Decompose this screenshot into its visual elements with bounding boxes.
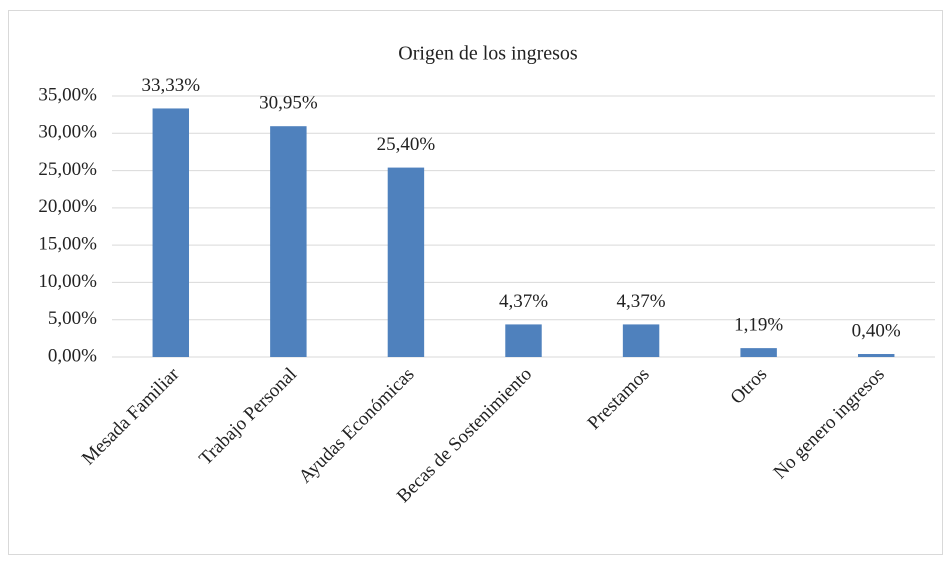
y-tick-label: 30,00%: [38, 122, 97, 143]
y-tick-label: 10,00%: [38, 271, 97, 292]
data-label: 4,37%: [499, 291, 548, 312]
bar: [740, 348, 777, 357]
bar: [387, 167, 425, 357]
bar: [270, 126, 307, 357]
data-label: 1,19%: [734, 314, 783, 335]
bar: [152, 108, 190, 357]
y-tick-label: 15,00%: [38, 234, 97, 255]
chart-title: Origen de los ingresos: [398, 43, 578, 65]
bar: [505, 324, 542, 357]
bar: [622, 324, 660, 357]
data-label: 25,40%: [377, 134, 436, 155]
bar: [857, 354, 895, 357]
data-label: 4,37%: [617, 291, 666, 312]
y-tick-label: 25,00%: [38, 159, 97, 180]
data-label: 0,40%: [852, 320, 901, 341]
data-label: 33,33%: [141, 75, 200, 96]
y-tick-label: 0,00%: [48, 345, 97, 366]
data-label: 30,95%: [259, 93, 318, 114]
y-tick-label: 20,00%: [38, 196, 97, 217]
y-tick-label: 5,00%: [48, 308, 97, 329]
y-tick-label: 35,00%: [38, 84, 97, 105]
